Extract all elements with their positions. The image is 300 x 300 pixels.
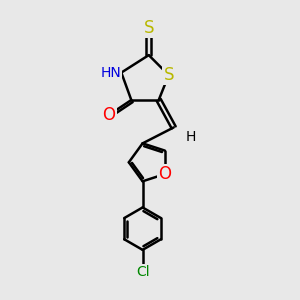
Text: O: O: [158, 165, 171, 183]
Text: Cl: Cl: [136, 265, 149, 279]
Text: HN: HN: [100, 66, 121, 80]
Text: S: S: [143, 19, 154, 37]
Text: H: H: [186, 130, 196, 144]
Text: O: O: [102, 106, 116, 124]
Text: S: S: [164, 66, 174, 84]
